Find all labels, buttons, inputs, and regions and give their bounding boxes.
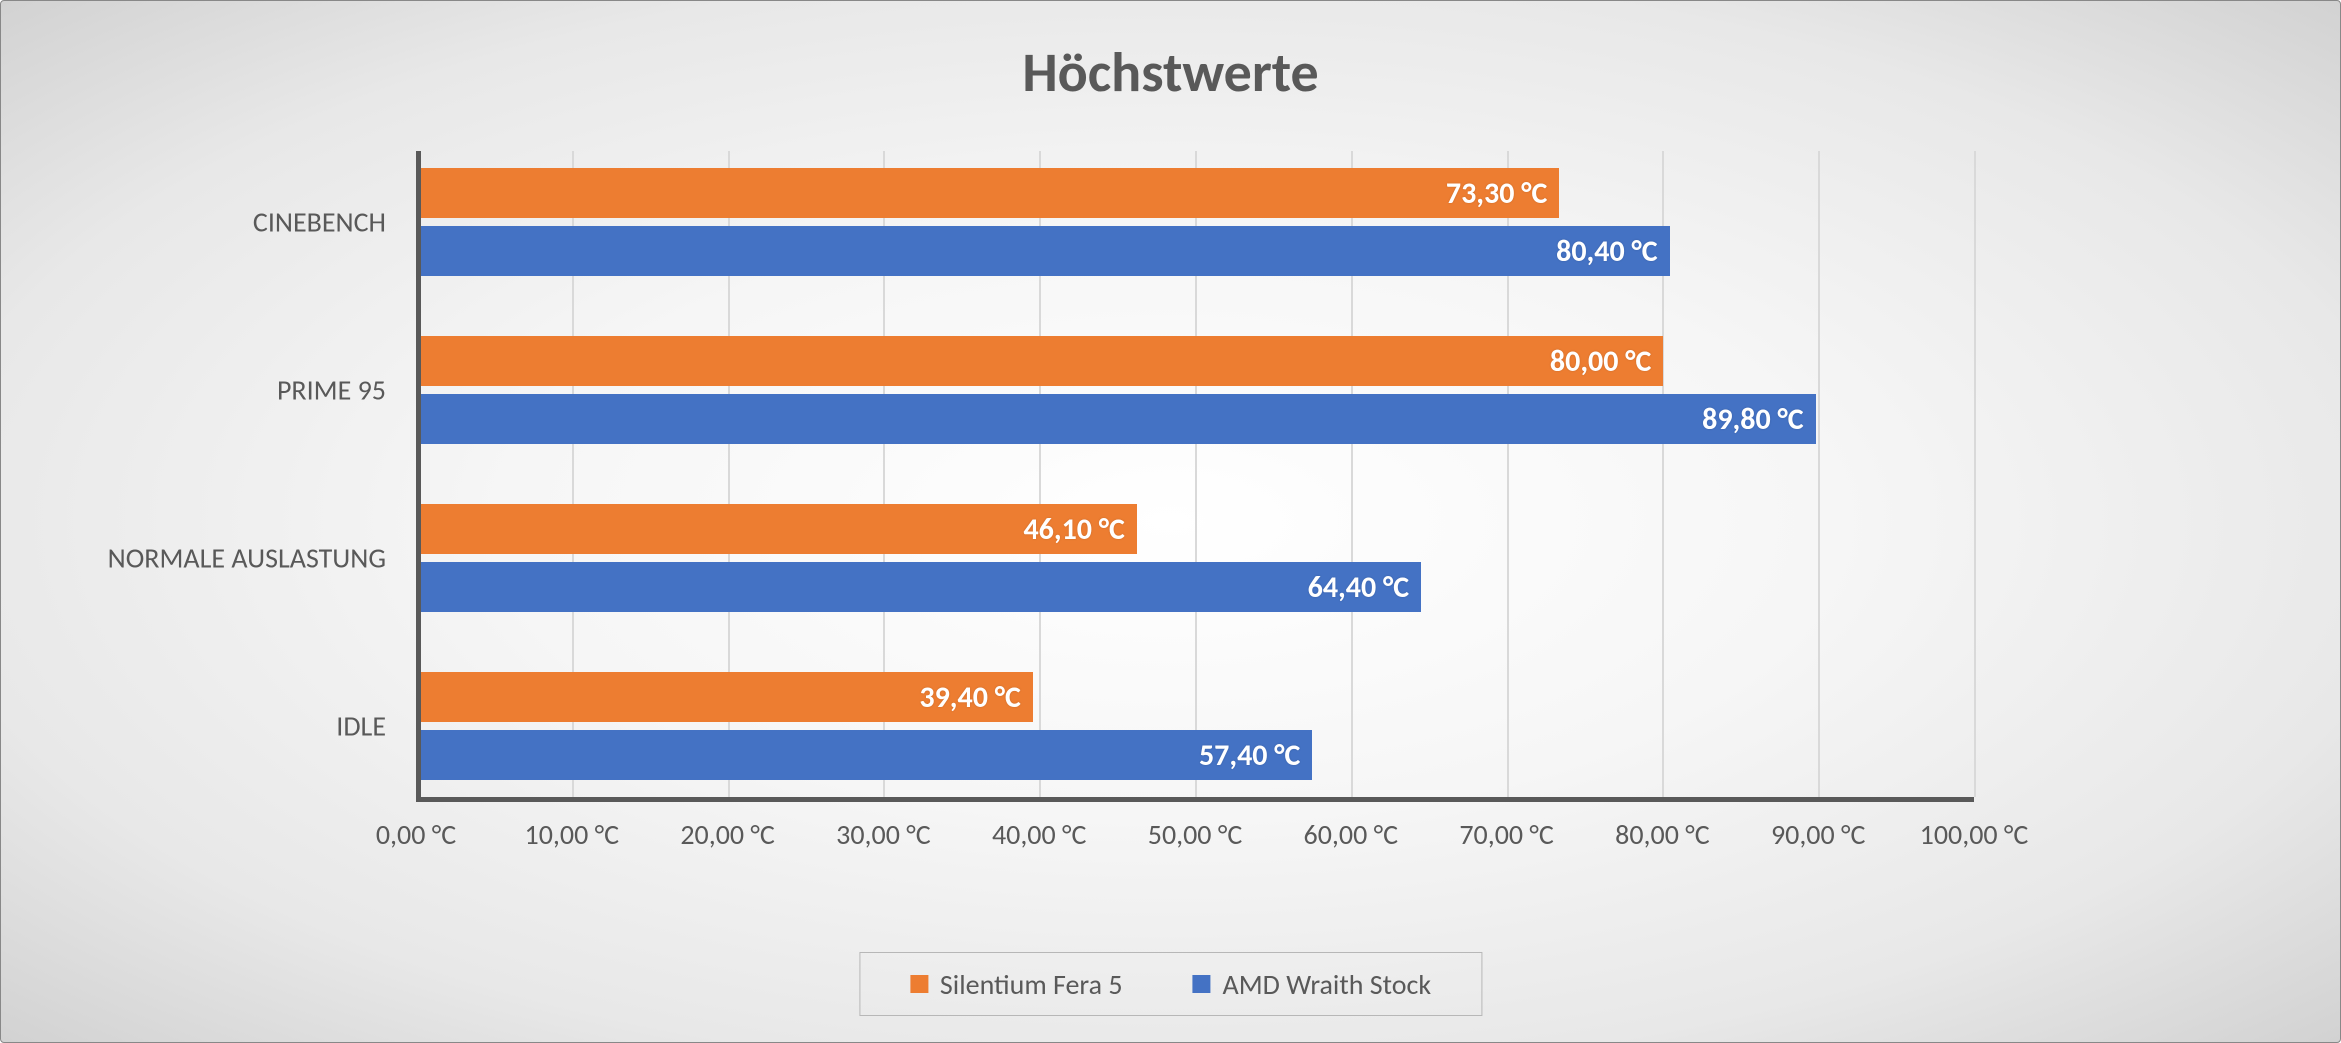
x-tick-label: 100,00 °C bbox=[1904, 817, 2044, 852]
x-tick-label: 50,00 °C bbox=[1125, 817, 1265, 852]
legend: Silentium Fera 5 AMD Wraith Stock bbox=[859, 952, 1482, 1016]
category-label: PRIME 95 bbox=[6, 373, 386, 408]
chart-frame: Höchstwerte 0,00 °C10,00 °C20,00 °C30,00… bbox=[0, 0, 2341, 1043]
bar-value-label: 80,40 °C bbox=[1556, 226, 1657, 276]
gridline bbox=[1974, 151, 1976, 797]
x-axis-line bbox=[416, 797, 1974, 802]
x-tick-label: 30,00 °C bbox=[813, 817, 953, 852]
bar-value-label: 64,40 °C bbox=[1308, 562, 1409, 612]
legend-swatch bbox=[1193, 975, 1211, 993]
x-tick-label: 80,00 °C bbox=[1592, 817, 1732, 852]
category-label: NORMALE AUSLASTUNG bbox=[6, 541, 386, 576]
legend-label: AMD Wraith Stock bbox=[1223, 967, 1432, 1002]
bar: 39,40 °C bbox=[421, 672, 1033, 722]
legend-item: AMD Wraith Stock bbox=[1193, 967, 1432, 1002]
bar-value-label: 89,80 °C bbox=[1702, 394, 1803, 444]
bar-value-label: 39,40 °C bbox=[919, 672, 1020, 722]
bar: 80,40 °C bbox=[421, 226, 1670, 276]
bar: 89,80 °C bbox=[421, 394, 1816, 444]
bar: 46,10 °C bbox=[421, 504, 1137, 554]
bar: 57,40 °C bbox=[421, 730, 1312, 780]
x-tick-label: 40,00 °C bbox=[969, 817, 1109, 852]
bar-value-label: 73,30 °C bbox=[1446, 168, 1547, 218]
bar-value-label: 46,10 °C bbox=[1023, 504, 1124, 554]
bar: 73,30 °C bbox=[421, 168, 1559, 218]
chart-title: Höchstwerte bbox=[1, 39, 2340, 107]
legend-swatch bbox=[910, 975, 928, 993]
x-tick-label: 20,00 °C bbox=[658, 817, 798, 852]
bar: 80,00 °C bbox=[421, 336, 1663, 386]
bar-value-label: 80,00 °C bbox=[1550, 336, 1651, 386]
gridline bbox=[1818, 151, 1820, 797]
x-tick-label: 60,00 °C bbox=[1281, 817, 1421, 852]
legend-item: Silentium Fera 5 bbox=[910, 967, 1123, 1002]
x-tick-label: 0,00 °C bbox=[346, 817, 486, 852]
x-tick-label: 90,00 °C bbox=[1748, 817, 1888, 852]
legend-label: Silentium Fera 5 bbox=[940, 967, 1123, 1002]
x-tick-label: 70,00 °C bbox=[1437, 817, 1577, 852]
plot-area: 0,00 °C10,00 °C20,00 °C30,00 °C40,00 °C5… bbox=[416, 151, 1974, 797]
category-label: IDLE bbox=[6, 709, 386, 744]
category-label: CINEBENCH bbox=[6, 205, 386, 240]
x-tick-label: 10,00 °C bbox=[502, 817, 642, 852]
bar: 64,40 °C bbox=[421, 562, 1421, 612]
bar-value-label: 57,40 °C bbox=[1199, 730, 1300, 780]
